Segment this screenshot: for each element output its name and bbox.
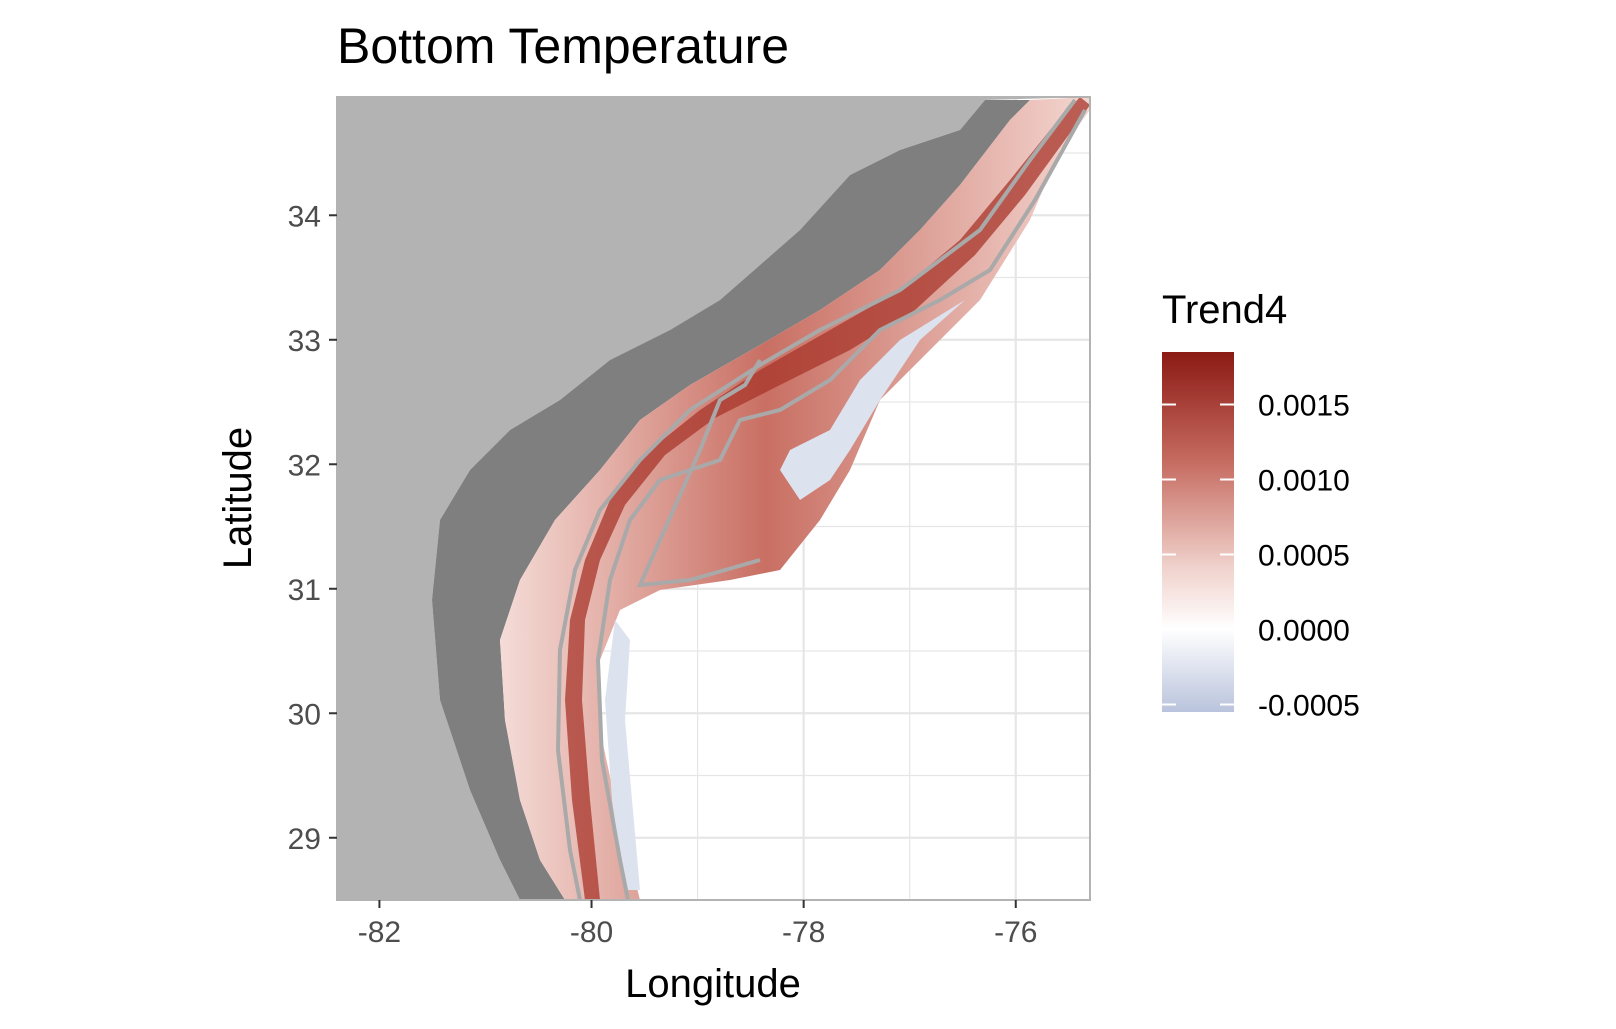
y-tick-label: 34 xyxy=(288,200,321,233)
negative-trend-region xyxy=(605,620,640,890)
y-tick-label: 33 xyxy=(288,325,321,358)
y-tick-label: 31 xyxy=(288,574,321,607)
legend-break-label: 0.0010 xyxy=(1258,465,1350,498)
y-axis: 29 30 31 32 33 34 xyxy=(288,200,337,856)
legend-breaks: 0.0015 0.0010 0.0005 0.0000 -0.0005 xyxy=(1162,390,1360,723)
legend-title: Trend4 xyxy=(1162,288,1287,332)
isobath-line xyxy=(636,358,762,588)
y-axis-title: Latitude xyxy=(216,427,260,569)
x-axis-title: Longitude xyxy=(625,962,801,1006)
y-tick-label: 29 xyxy=(288,823,321,856)
trend-core xyxy=(565,97,1090,900)
x-tick-label: -78 xyxy=(782,916,825,949)
map-panel xyxy=(336,96,1091,901)
y-tick-label: 32 xyxy=(288,449,321,482)
legend-colorbar xyxy=(1162,352,1234,712)
legend-break-label: 0.0015 xyxy=(1258,390,1350,423)
land-region xyxy=(337,97,1090,900)
negative-trend-region xyxy=(780,300,965,500)
x-tick-label: -82 xyxy=(358,916,401,949)
isobath-line xyxy=(555,98,1077,900)
isobath-line xyxy=(595,109,1087,900)
x-tick-label: -76 xyxy=(994,916,1037,949)
x-tick-label: -80 xyxy=(570,916,613,949)
shelf-no-data-region xyxy=(432,100,1030,900)
legend-break-label: -0.0005 xyxy=(1258,690,1360,723)
x-axis: -82 -80 -78 -76 xyxy=(358,900,1037,949)
legend-break-label: 0.0000 xyxy=(1258,615,1350,648)
legend: Trend4 0.0015 0.0010 0.0005 0.0000 -0.0005 xyxy=(1162,288,1360,723)
panel-border xyxy=(336,96,1091,901)
legend-break-label: 0.0005 xyxy=(1258,540,1350,573)
y-tick-label: 30 xyxy=(288,698,321,731)
chart-title: Bottom Temperature xyxy=(337,18,789,74)
